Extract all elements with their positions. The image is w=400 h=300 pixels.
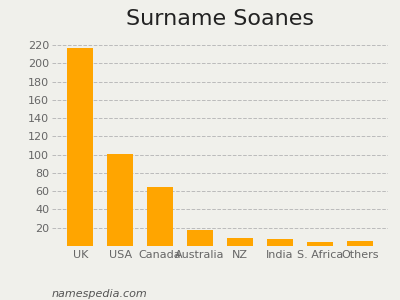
Bar	[347, 242, 373, 246]
Bar	[307, 242, 333, 246]
Bar	[67, 48, 93, 246]
Text: namespedia.com: namespedia.com	[52, 289, 148, 299]
Bar	[147, 187, 173, 246]
Bar	[267, 239, 293, 246]
Title: Surname Soanes: Surname Soanes	[126, 9, 314, 29]
Bar	[107, 154, 133, 246]
Bar	[227, 238, 253, 246]
Bar	[187, 230, 213, 246]
